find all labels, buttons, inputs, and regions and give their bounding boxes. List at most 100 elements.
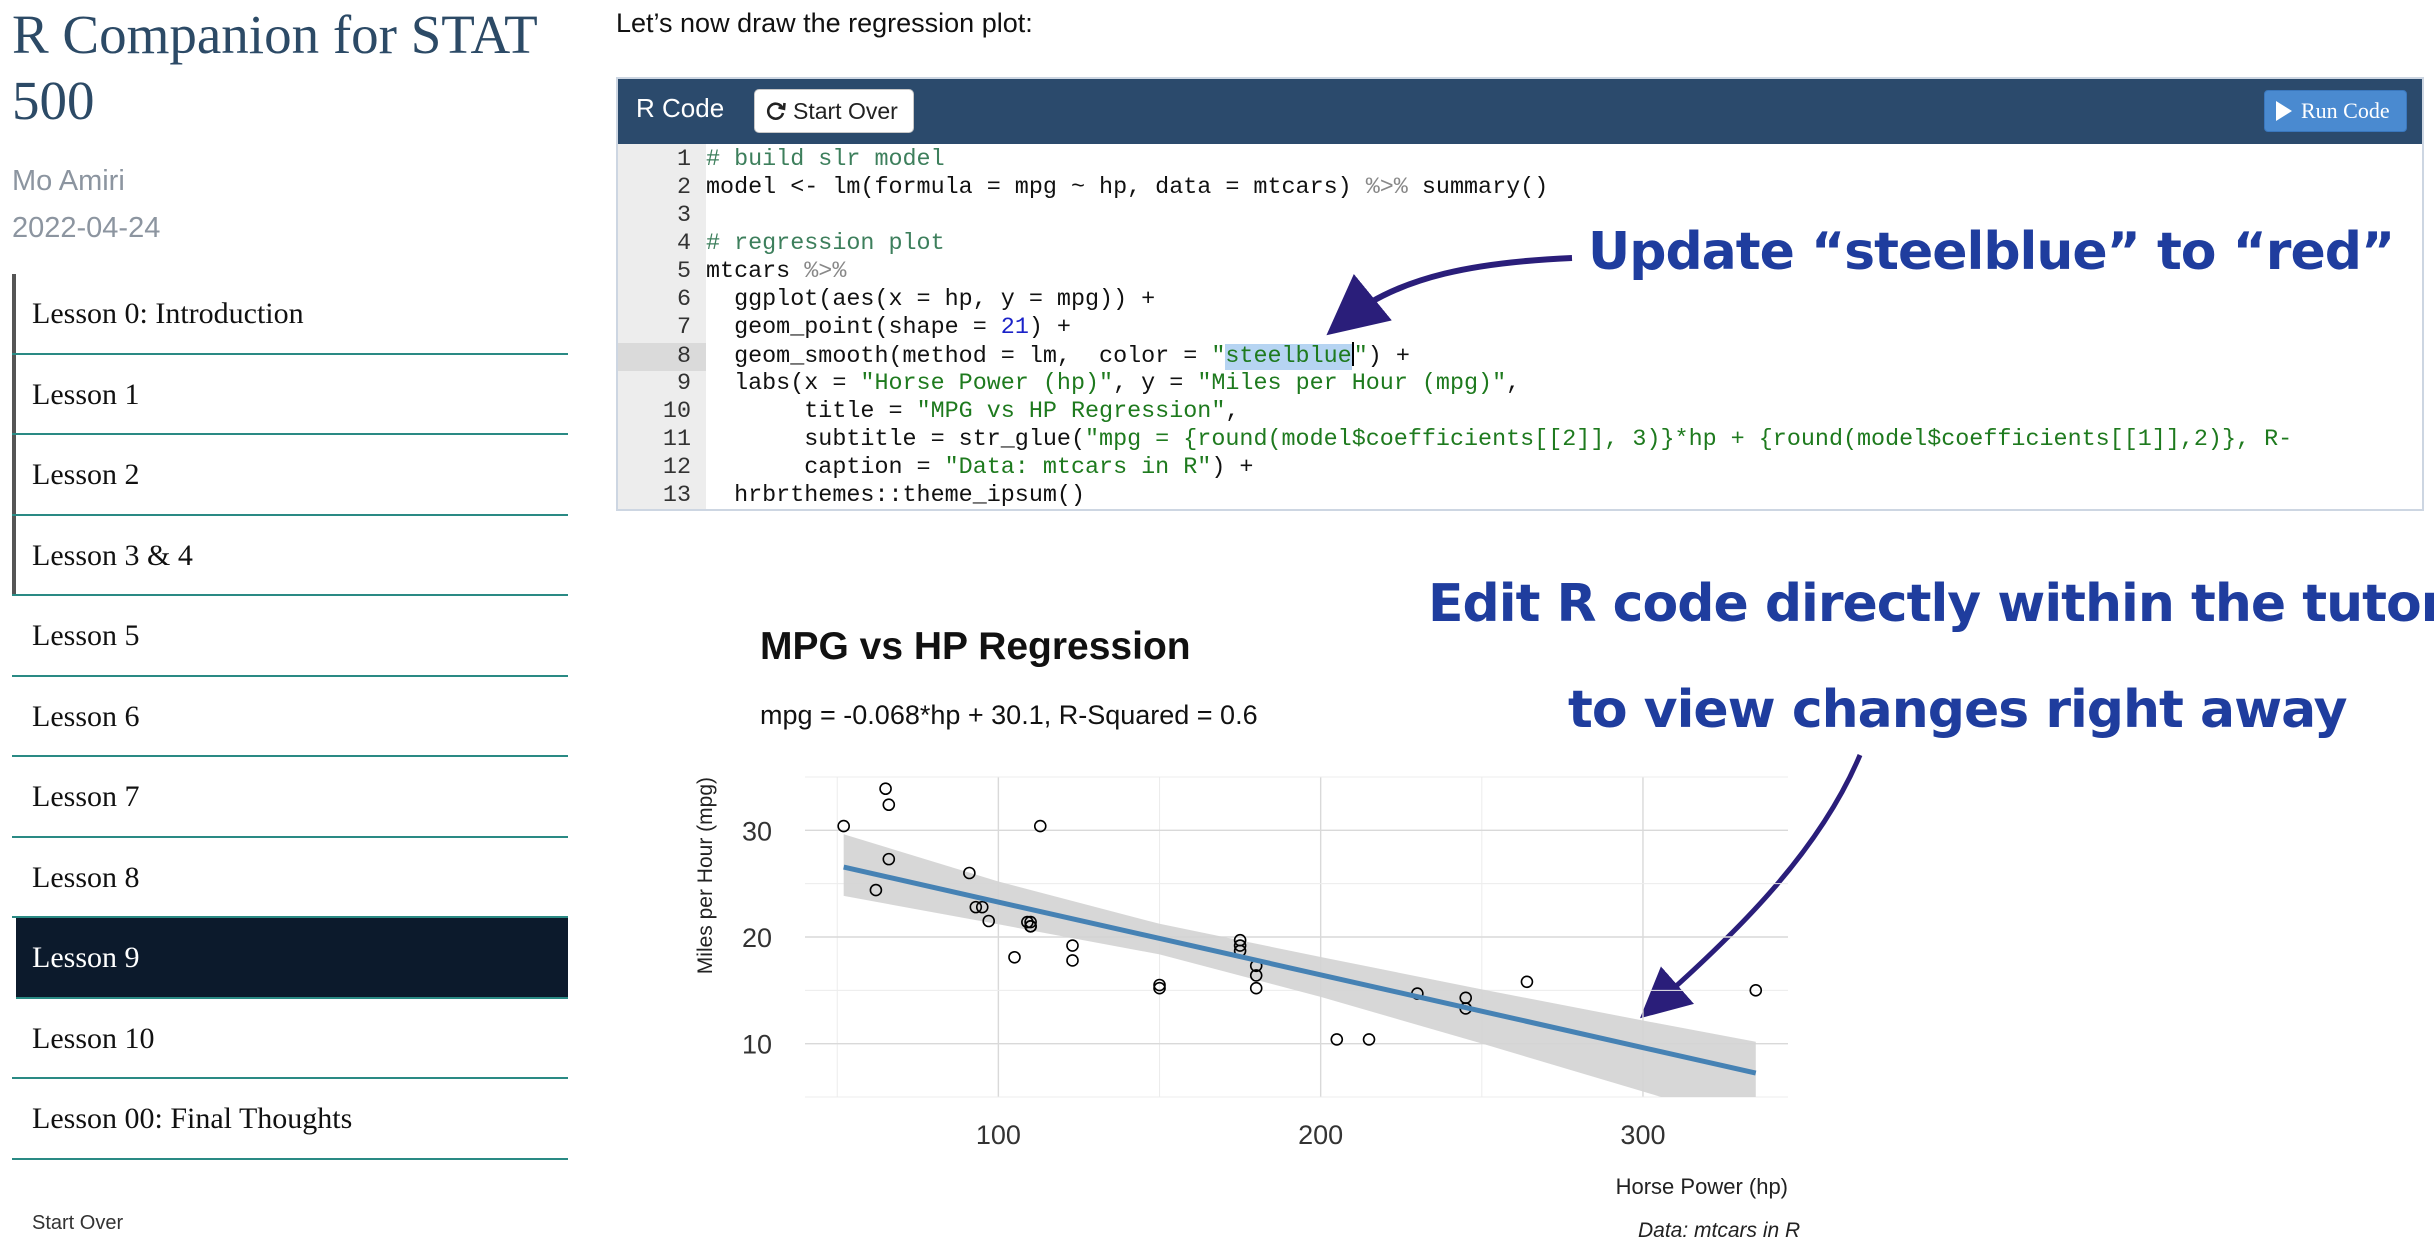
nav-item-lesson-8[interactable]: Lesson 8 (12, 838, 568, 918)
nav-item-lesson-0[interactable]: Lesson 0: Introduction (12, 274, 568, 355)
nav-item-lesson-10[interactable]: Lesson 10 (12, 999, 568, 1079)
update-color-annotation: Update “steelblue” to “red” (1588, 222, 2395, 282)
code-line[interactable]: 3 (618, 202, 2422, 230)
sidebar: R Companion for STAT 500 Mo Amiri 2022-0… (0, 0, 580, 1260)
code-line[interactable]: 2 model <- lm(formula = mpg ~ hp, data = … (618, 174, 2422, 202)
chart-subtitle: mpg = -0.068*hp + 30.1, R-Squared = 0.6 (760, 700, 1258, 730)
data-point (1233, 939, 1247, 952)
data-point (1330, 1033, 1344, 1046)
code-line[interactable]: 7 geom_point(shape = 21) + (618, 314, 2422, 342)
play-icon (2276, 101, 2292, 121)
chart-title: MPG vs HP Regression (760, 625, 1191, 668)
line-number: 12 (662, 455, 691, 481)
app-title: R Companion for STAT 500 (12, 4, 537, 131)
code-exercise: R Code Start Over Run Code 1 # build slr … (616, 77, 2424, 511)
data-point (879, 782, 892, 796)
data-point (1520, 975, 1534, 989)
nav-item-lesson-3-4[interactable]: Lesson 3 & 4 (12, 515, 568, 596)
data-point (1249, 969, 1263, 982)
code-line[interactable]: 6 ggplot(aes(x = hp, y = mpg)) + (618, 286, 2422, 314)
data-point (963, 866, 976, 880)
editor-header: R Code Start Over Run Code (618, 79, 2422, 144)
data-point (1362, 1033, 1376, 1046)
line-number: 9 (676, 371, 691, 397)
lesson-nav: Lesson 0: Introduction Lesson 1 Lesson 2… (12, 274, 568, 1160)
nav-item-lesson-2[interactable]: Lesson 2 (12, 435, 568, 516)
data-point (1153, 981, 1166, 995)
code-line[interactable]: 10 title = "MPG vs HP Regression", (618, 398, 2422, 426)
chart-caption: Data: mtcars in R (1638, 1219, 1801, 1242)
x-tick-label: 200 (1298, 1120, 1343, 1150)
data-point (1233, 933, 1247, 947)
arrow-to-steelblue (1326, 255, 1573, 336)
data-point (882, 852, 896, 866)
line-number-gutter (618, 144, 706, 509)
code-line[interactable]: 8 geom_smooth(method = lm, color = "stee… (618, 342, 2422, 371)
start-over-link[interactable]: Start Over (32, 1212, 124, 1234)
data-point (1153, 978, 1166, 992)
code-line[interactable]: 11 subtitle = str_glue("mpg = {round(mod… (618, 426, 2422, 454)
code-line[interactable]: 4 # regression plot (618, 230, 2422, 258)
y-tick-label: 30 (742, 816, 772, 846)
code-editor[interactable]: 1 # build slr model 2 model <- lm(formula =… (618, 144, 2422, 509)
data-point (1749, 984, 1763, 997)
confidence-band (843, 834, 1756, 1097)
line-number: 13 (662, 483, 691, 509)
y-tick-label: 20 (742, 923, 772, 953)
data-point (837, 819, 850, 833)
nav-item-lesson-5[interactable]: Lesson 5 (12, 596, 568, 677)
nav-item-lesson-00[interactable]: Lesson 00: Final Thoughts (12, 1079, 568, 1160)
data-point (1033, 819, 1047, 833)
line-number: 2 (676, 175, 691, 201)
data-point (1024, 915, 1037, 929)
x-axis-title: Horse Power (hp) (1616, 1174, 1788, 1199)
refresh-icon (766, 102, 786, 120)
x-tick-label: 300 (1620, 1120, 1665, 1150)
line-number: 4 (676, 231, 691, 257)
data-point (1066, 939, 1079, 952)
data-point (1066, 954, 1079, 967)
data-point (869, 883, 883, 897)
line-number: 1 (676, 147, 691, 173)
line-number: 3 (676, 203, 691, 229)
publish-date: 2022-04-24 (12, 212, 161, 244)
data-point (1021, 915, 1034, 929)
code-line[interactable]: 9 labs(x = "Horse Power (hp)", y = "Mile… (618, 370, 2422, 398)
code-line[interactable]: 1 # build slr model (618, 146, 2422, 174)
regression-line (843, 864, 1757, 1076)
intro-text: Let’s now draw the regression plot: (616, 8, 1033, 38)
line-number: 10 (662, 399, 691, 425)
y-axis-title: Miles per Hour (mpg) (694, 777, 717, 974)
line-number: 11 (662, 427, 691, 453)
data-point (882, 798, 896, 812)
run-code-button[interactable]: Run Code (2264, 90, 2407, 132)
data-point (982, 914, 996, 928)
line-number: 5 (676, 259, 691, 285)
data-point (969, 900, 983, 914)
code-line[interactable]: 5 mtcars %>% (618, 258, 2422, 286)
line-number: 8 (618, 343, 706, 371)
arrow-to-regression-line (1640, 754, 1863, 1019)
nav-item-lesson-6[interactable]: Lesson 6 (12, 677, 568, 757)
nav-item-lesson-1[interactable]: Lesson 1 (12, 354, 568, 435)
start-over-label: Start Over (793, 97, 898, 124)
start-over-button[interactable]: Start Over (754, 89, 914, 133)
editor-label: R Code (636, 93, 725, 123)
data-point (1249, 981, 1263, 995)
data-point (975, 900, 989, 914)
x-tick-label: 100 (976, 1120, 1021, 1150)
nav-item-lesson-7[interactable]: Lesson 7 (12, 757, 568, 838)
run-code-label: Run Code (2301, 98, 2390, 123)
author-name: Mo Amiri (12, 165, 125, 197)
code-line[interactable]: 13 hrbrthemes::theme_ipsum() (618, 482, 2422, 509)
y-tick-label: 10 (742, 1030, 772, 1060)
edit-code-annotation-line2: to view changes right away (1568, 680, 2348, 740)
nav-item-lesson-9[interactable]: Lesson 9 (16, 918, 568, 999)
line-number: 7 (676, 315, 691, 341)
data-point (1008, 950, 1021, 964)
edit-code-annotation-line1: Edit R code directly within the tutorial (1428, 574, 2434, 634)
code-line[interactable]: 12 caption = "Data: mtcars in R") + (618, 454, 2422, 482)
line-number: 6 (676, 287, 691, 313)
